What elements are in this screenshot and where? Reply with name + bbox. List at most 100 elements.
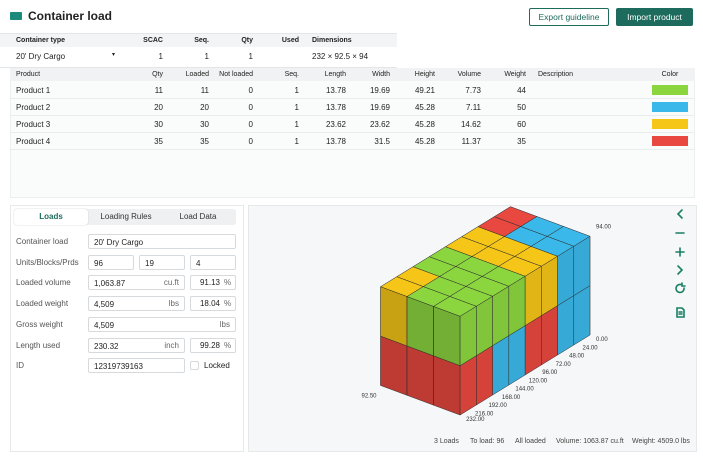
product-name: Product 3 <box>16 120 51 129</box>
axis-label: 168.00 <box>502 395 521 401</box>
cell: 35 <box>154 137 163 146</box>
input[interactable]: 230.32 <box>88 337 185 353</box>
row-line <box>10 83 695 99</box>
axis-label: 216.00 <box>475 412 494 418</box>
box-side <box>524 265 542 327</box>
field-label: Units/Blocks/Prds <box>16 257 79 267</box>
cell: 45.28 <box>414 120 435 129</box>
box-front <box>433 355 461 416</box>
field-label: Gross weight <box>16 319 63 329</box>
page-title: Container load <box>28 9 113 23</box>
cell: 50 <box>517 103 526 112</box>
cell: 35 <box>200 137 209 146</box>
cell: 1 <box>204 52 209 61</box>
percent-value: 18.04 <box>199 299 220 309</box>
axis-label: 92.50 <box>362 393 378 399</box>
unit: lbs <box>219 319 230 329</box>
percent-value: 99.28 <box>199 340 220 350</box>
field-label: ID <box>16 361 24 371</box>
status-item: Volume: 1063.87 cu.ft <box>556 438 624 445</box>
percent-value: 91.13 <box>199 278 220 288</box>
column-header: Volume <box>457 71 481 78</box>
cell: 1 <box>294 120 299 129</box>
cell: 0 <box>248 103 253 112</box>
input[interactable] <box>190 337 236 353</box>
status-item: 3 Loads <box>434 438 459 445</box>
tab[interactable]: Load Data <box>179 212 217 221</box>
box-side <box>476 295 493 357</box>
column-header: Loaded <box>185 71 209 78</box>
zoom-in-icon[interactable] <box>675 247 685 257</box>
cell: 13.78 <box>325 86 346 95</box>
document-icon[interactable] <box>676 307 685 318</box>
cell: 31.5 <box>374 137 390 146</box>
color-swatch[interactable] <box>652 85 688 95</box>
box-side <box>541 255 558 317</box>
box-side <box>573 235 591 297</box>
unit: cu.ft <box>163 278 179 288</box>
refresh-icon[interactable] <box>675 282 686 294</box>
box-side <box>492 335 510 396</box>
cell: 45.28 <box>414 103 435 112</box>
column-header: Description <box>538 71 574 78</box>
cell: 49.21 <box>414 86 435 95</box>
collapse-icon[interactable] <box>676 209 683 219</box>
cell: 11 <box>154 86 163 95</box>
column-header: Product <box>16 71 41 78</box>
input[interactable]: 1,063.87 <box>88 275 185 291</box>
cell: 1 <box>158 52 163 61</box>
color-swatch[interactable] <box>652 102 688 112</box>
checkbox[interactable] <box>190 361 199 371</box>
viewer-toolbar <box>675 209 686 318</box>
product-name: Product 4 <box>16 137 51 146</box>
input[interactable]: 12319739163 <box>88 358 185 374</box>
container-type-select[interactable]: 20' Dry Cargo <box>16 52 66 61</box>
box-front <box>406 345 434 406</box>
box-front <box>433 306 461 367</box>
axis-label: 0.00 <box>596 337 608 343</box>
field-label: Loaded volume <box>16 278 71 288</box>
column-header: Height <box>414 71 435 78</box>
cell: 0 <box>248 120 253 129</box>
box-side <box>541 305 558 366</box>
product-name: Product 2 <box>16 103 51 112</box>
input[interactable] <box>190 275 236 291</box>
row-line <box>10 117 695 133</box>
tab[interactable]: Loads <box>14 209 88 225</box>
cell: 0 <box>248 86 253 95</box>
column-header: Color <box>661 71 679 78</box>
cell: 11.37 <box>461 137 481 146</box>
axis-label: 48.00 <box>569 354 585 360</box>
input[interactable] <box>190 296 236 312</box>
field-label: Loaded weight <box>16 299 69 309</box>
field-label: Container load <box>16 237 69 246</box>
color-swatch[interactable] <box>652 136 688 146</box>
input[interactable]: 19 <box>139 254 185 270</box>
input[interactable]: 4,509 <box>88 296 185 312</box>
unit: lbs <box>168 299 179 309</box>
unit: % <box>224 299 232 309</box>
axis-label: 120.00 <box>529 378 548 384</box>
box-side <box>508 325 526 386</box>
cell: 7.11 <box>466 103 481 112</box>
next-icon[interactable] <box>677 265 684 275</box>
input[interactable]: 4 <box>190 254 236 270</box>
box-front <box>380 286 408 347</box>
column-header: Used <box>281 37 299 44</box>
tab[interactable]: Loading Rules <box>100 212 152 221</box>
axis-label: 144.00 <box>515 387 534 393</box>
row-line <box>10 134 695 150</box>
input[interactable]: 20' Dry Cargo <box>88 234 236 249</box>
cell: 20 <box>154 103 163 112</box>
cell: 30 <box>154 120 163 129</box>
axis-label: 192.00 <box>488 403 507 409</box>
box-side <box>557 295 575 356</box>
input[interactable]: 96 <box>88 254 134 270</box>
export-button[interactable]: Export guideline <box>529 8 609 26</box>
input[interactable]: 4,509 <box>88 316 236 332</box>
axis-label: 24.00 <box>583 345 599 351</box>
import-button[interactable]: Import product <box>616 8 693 26</box>
color-swatch[interactable] <box>652 119 688 129</box>
cell: 23.62 <box>369 120 390 129</box>
column-header: Qty <box>241 37 253 44</box>
